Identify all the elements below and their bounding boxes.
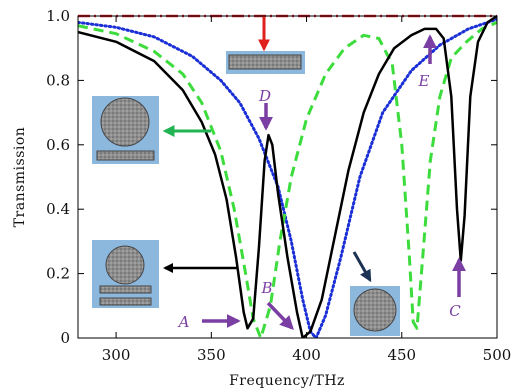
y-tick-label: 0 [60, 329, 70, 347]
annotation-label-d: D [258, 87, 271, 105]
inset-disk-over-two-bars [92, 240, 159, 308]
plot-frame [77, 15, 498, 339]
y-tick-label: 0.6 [46, 136, 70, 154]
arrow-to-disk-only [352, 251, 372, 283]
annotation-labels: A B C D E [177, 72, 462, 331]
tick-layer: 300 350 400 450 500 0 0.2 0.4 0.6 0.8 1.0 [46, 7, 511, 364]
inset-disk-only [350, 286, 400, 336]
y-tick-label: 0.8 [46, 71, 70, 89]
annotation-label-c: C [449, 302, 461, 320]
y-tick-label: 0.4 [46, 200, 70, 218]
x-tick-label: 400 [292, 346, 321, 364]
annotation-arrows [202, 34, 466, 331]
y-tick-label: 0.2 [46, 265, 70, 283]
x-tick-label: 450 [387, 346, 416, 364]
annotation-label-b: B [260, 279, 272, 297]
annotation-label-a: A [177, 313, 190, 331]
x-tick-label: 350 [197, 346, 226, 364]
y-tick-label: 1.0 [46, 7, 70, 25]
series-line-green [78, 21, 497, 338]
annotation-label-e: E [418, 72, 430, 90]
x-tick-label: 500 [483, 346, 512, 364]
series-line-blue [78, 17, 497, 338]
inset-single-bar [226, 51, 305, 74]
inset-disk-over-bar [92, 96, 159, 164]
x-axis-label: Frequency/THz [229, 373, 345, 389]
y-axis-label: Transmission [12, 127, 28, 228]
x-tick-label: 300 [102, 346, 131, 364]
